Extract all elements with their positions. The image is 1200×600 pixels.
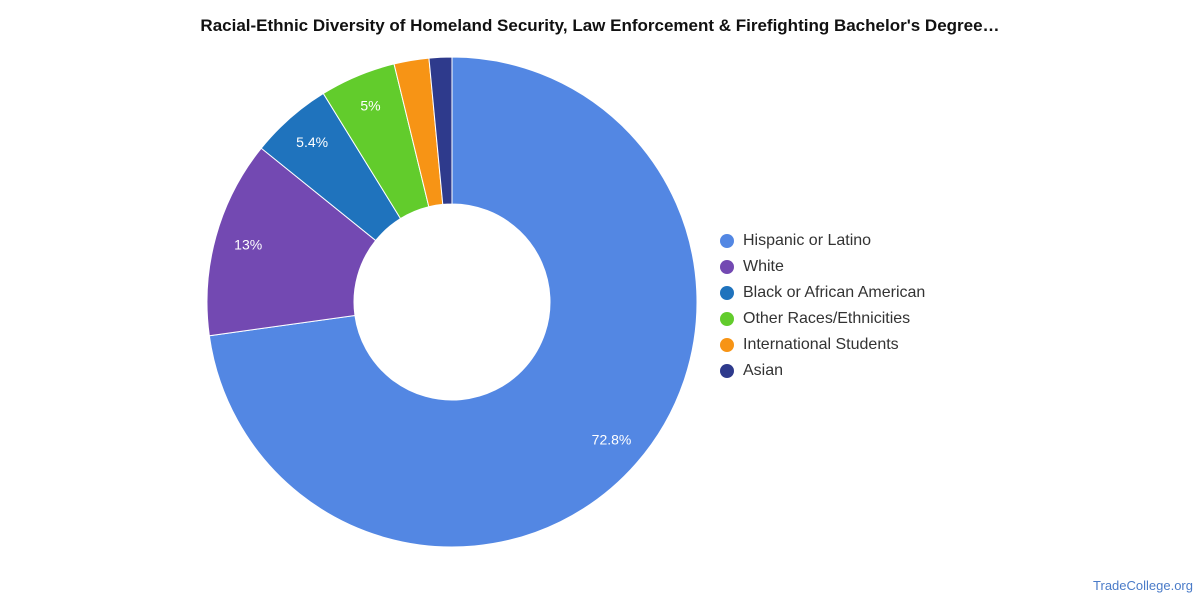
legend-swatch-icon [720,234,734,248]
legend-item-black-or-african-american[interactable]: Black or African American [720,280,925,306]
legend-label: Other Races/Ethnicities [743,310,911,327]
legend-swatch-icon [720,312,734,326]
slice-hispanic-or-latino[interactable] [208,56,698,548]
slice-label-black-or-african-american: 5.4% [296,134,328,150]
chart-title: Racial-Ethnic Diversity of Homeland Secu… [200,16,1000,35]
slice-white[interactable] [206,147,377,337]
legend-label: White [743,258,784,275]
legend-swatch-icon [720,338,734,352]
slice-label-white: 13% [234,236,262,252]
slice-asian[interactable] [428,56,453,205]
legend-label: Black or African American [743,284,926,301]
chart-legend: Hispanic or Latino White Black or African … [720,228,925,384]
legend-label: International Students [743,336,899,353]
legend-item-hispanic-or-latino[interactable]: Hispanic or Latino [720,228,925,254]
legend-item-asian[interactable]: Asian [720,358,925,384]
legend-item-international-students[interactable]: International Students [720,332,925,358]
legend-item-white[interactable]: White [720,254,925,280]
slice-label-other-races-ethnicities: 5% [360,98,380,114]
slice-label-hispanic-or-latino: 72.8% [592,432,632,448]
source-credit[interactable]: TradeCollege.org [1093,578,1193,593]
legend-item-other-races-ethnicities[interactable]: Other Races/Ethnicities [720,306,925,332]
legend-swatch-icon [720,286,734,300]
legend-label: Asian [743,362,784,379]
legend-label: Hispanic or Latino [743,232,872,249]
legend-swatch-icon [720,364,734,378]
legend-swatch-icon [720,260,734,274]
